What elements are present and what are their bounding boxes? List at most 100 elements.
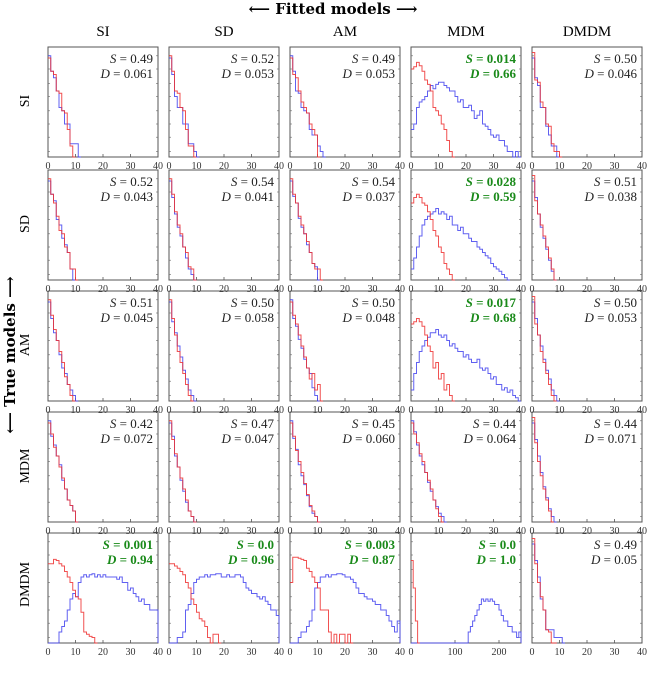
equals: = — [352, 66, 366, 81]
value: 0.50 — [251, 295, 274, 310]
equals: = — [237, 295, 251, 310]
equals: = — [600, 295, 614, 310]
equals: = — [352, 310, 366, 325]
symbol: D — [100, 66, 111, 81]
equals: = — [237, 51, 251, 66]
x-tick-label: 0 — [409, 405, 414, 416]
d-statistic: D = 0.87 — [348, 552, 396, 567]
x-tick-label: 30 — [247, 284, 257, 295]
x-tick-label: 0 — [46, 526, 51, 537]
x-tick-label: 0 — [409, 161, 414, 172]
x-tick-label: 10 — [434, 526, 444, 537]
blue-histogram — [532, 180, 557, 281]
x-tick-label: 20 — [461, 161, 471, 172]
blue-histogram — [169, 301, 197, 402]
symbol: D — [475, 552, 486, 567]
blue-histogram — [48, 301, 79, 402]
x-tick-label: 30 — [489, 405, 499, 416]
d-statistic: D = 0.053 — [221, 66, 274, 81]
x-tick-label: 20 — [219, 647, 229, 658]
s-statistic: S = 0.50 — [594, 295, 637, 310]
column-label: SD — [214, 24, 234, 40]
equals: = — [352, 189, 366, 204]
d-statistic: D = 0.047 — [221, 431, 275, 446]
x-tick-label: 40 — [637, 161, 647, 172]
x-tick-label: 0 — [288, 647, 293, 658]
symbol: D — [100, 431, 111, 446]
equals: = — [231, 431, 245, 446]
x-tick-label: 10 — [71, 526, 81, 537]
d-statistic: D = 0.060 — [342, 431, 395, 446]
s-statistic: S = 0.47 — [231, 416, 275, 431]
x-tick-label: 0 — [46, 405, 51, 416]
equals: = — [594, 189, 608, 204]
x-tick-label: 0 — [167, 284, 172, 295]
symbol: S — [466, 174, 473, 189]
x-tick-label: 20 — [340, 647, 350, 658]
x-tick-label: 40 — [395, 405, 405, 416]
s-statistic: S = 0.42 — [110, 416, 153, 431]
x-tick-label: 30 — [610, 526, 620, 537]
s-statistic: S = 0.017 — [466, 295, 517, 310]
equals: = — [110, 310, 124, 325]
x-tick-label: 0 — [167, 405, 172, 416]
x-tick-label: 10 — [192, 405, 202, 416]
x-tick-label: 30 — [489, 284, 499, 295]
x-tick-label: 40 — [516, 405, 526, 416]
value: 0.053 — [366, 66, 395, 81]
equals: = — [600, 51, 614, 66]
equals: = — [237, 416, 251, 431]
s-statistic: S = 0.45 — [352, 416, 395, 431]
blue-histogram — [532, 543, 565, 644]
d-statistic: D = 0.072 — [100, 431, 153, 446]
symbol: S — [231, 416, 238, 431]
x-tick-label: 30 — [368, 647, 378, 658]
panel-SI-DMDM: 0 10 20 30 40S = 0.50D = 0.046 — [530, 46, 647, 172]
x-tick-label: 20 — [461, 284, 471, 295]
symbol: S — [231, 174, 238, 189]
symbol: S — [352, 174, 359, 189]
d-statistic: D = 0.037 — [342, 189, 396, 204]
red-histogram — [290, 301, 323, 402]
value: 0.66 — [493, 66, 516, 81]
value: 0.94 — [130, 552, 153, 567]
red-histogram — [169, 563, 222, 644]
x-tick-label: 30 — [247, 647, 257, 658]
red-histogram — [169, 55, 197, 158]
value: 0.47 — [251, 416, 274, 431]
equals: = — [352, 537, 366, 552]
symbol: D — [469, 66, 480, 81]
x-tick-label: 10 — [192, 647, 202, 658]
x-tick-label: 0 — [530, 161, 535, 172]
x-tick-label: 10 — [313, 526, 323, 537]
panel-DMDM-SD: 0 10 20 30 40S = 0.0D = 0.96 — [167, 532, 284, 658]
d-statistic: D = 0.96 — [227, 552, 275, 567]
equals: = — [231, 189, 245, 204]
equals: = — [116, 295, 130, 310]
x-tick-label: 30 — [126, 284, 136, 295]
d-statistic: D = 0.053 — [342, 66, 395, 81]
x-tick-label: 30 — [489, 161, 499, 172]
equals: = — [600, 552, 614, 567]
symbol: D — [221, 310, 232, 325]
equals: = — [110, 66, 124, 81]
s-statistic: S = 0.028 — [466, 174, 517, 189]
panel-SD-DMDM: 0 10 20 30 40S = 0.51D = 0.038 — [530, 169, 647, 295]
d-statistic: D = 0.046 — [584, 66, 638, 81]
equals: = — [237, 174, 251, 189]
s-statistic: S = 0.014 — [466, 51, 517, 66]
value: 0.041 — [245, 189, 274, 204]
red-histogram — [290, 422, 321, 523]
s-statistic: S = 0.54 — [352, 174, 396, 189]
symbol: D — [342, 431, 353, 446]
symbol: S — [352, 51, 359, 66]
equals: = — [473, 174, 487, 189]
value: 0.49 — [372, 51, 395, 66]
red-histogram — [290, 57, 321, 158]
panel-AM-DMDM: 0 10 20 30 40S = 0.50D = 0.053 — [530, 290, 647, 416]
s-statistic: S = 0.52 — [110, 174, 153, 189]
value: 0.017 — [487, 295, 517, 310]
x-tick-label: 0 — [46, 161, 51, 172]
